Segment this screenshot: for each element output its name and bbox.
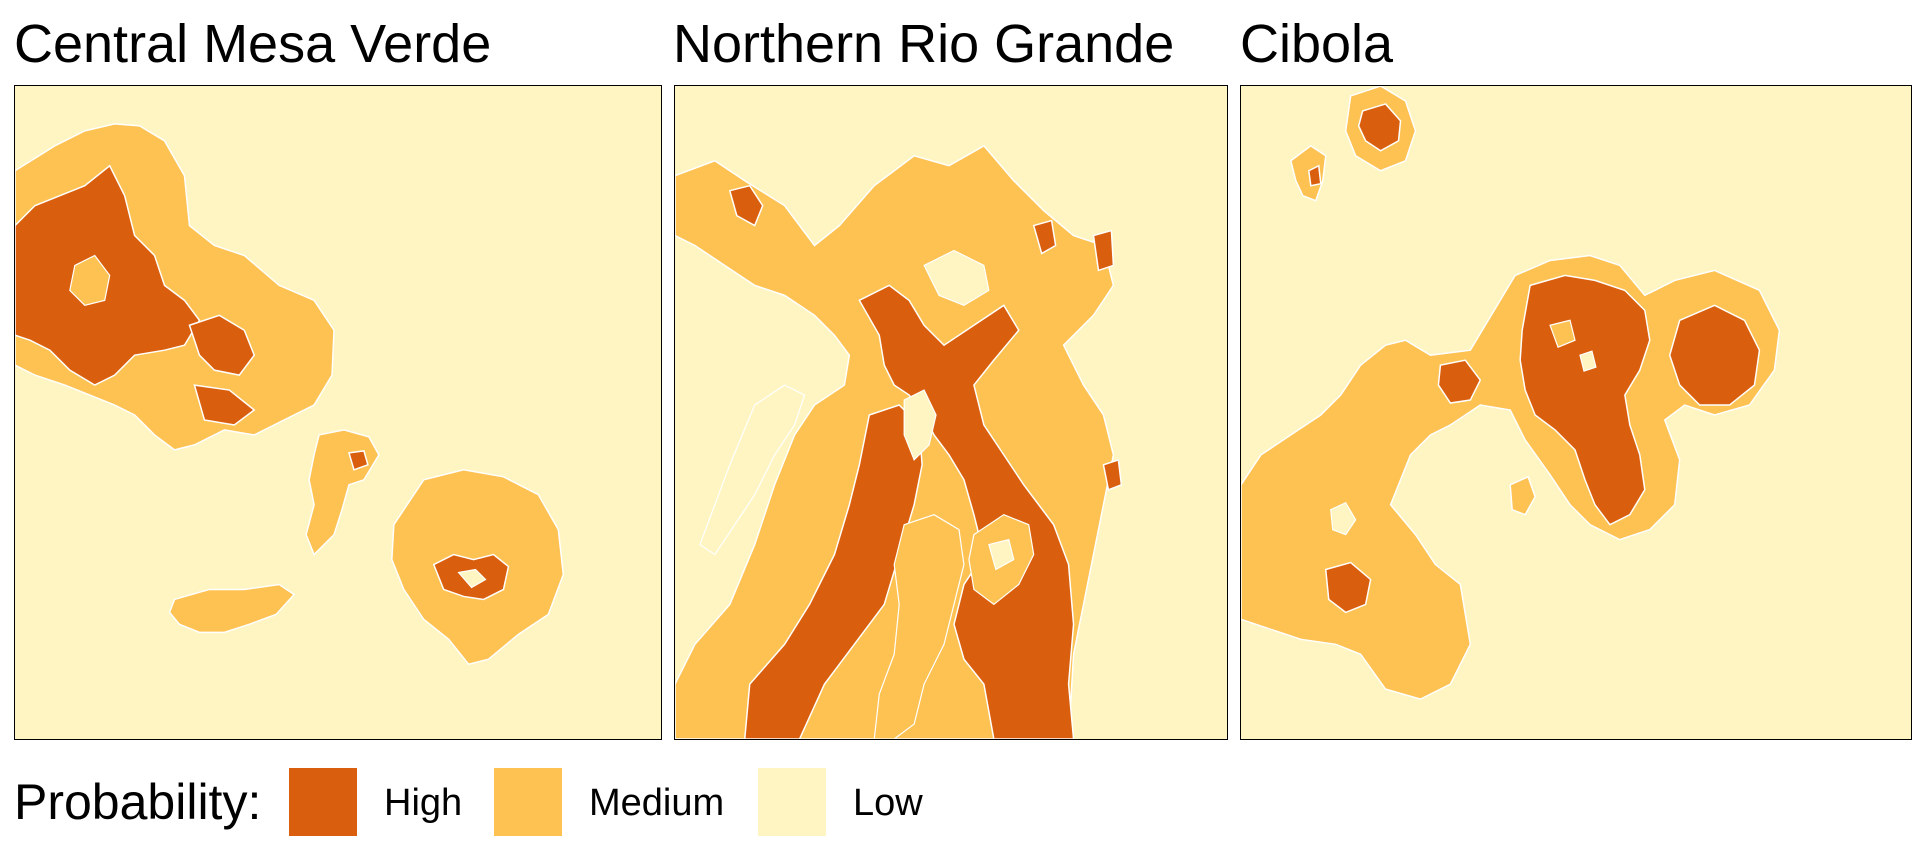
low-probability-zone: [903, 389, 937, 461]
high-probability-zone: [188, 314, 256, 376]
legend-label-medium: Medium: [589, 782, 725, 824]
low-probability-zone: [1330, 501, 1357, 536]
high-probability-zone: [1357, 103, 1402, 152]
high-probability-zone: [1092, 229, 1115, 272]
medium-probability-zone: [1241, 254, 1781, 700]
legend-title: Probability:: [14, 774, 262, 830]
high-probability-zone: [348, 450, 369, 471]
high-probability-zone: [1307, 164, 1322, 187]
legend-swatch-low: [758, 768, 826, 836]
legend-label-low: Low: [853, 782, 923, 824]
map-cibola: [1240, 85, 1912, 740]
medium-probability-zone: [873, 514, 965, 739]
panel-title-central-mesa-verde: Central Mesa Verde: [14, 14, 492, 74]
high-probability-zone: [1519, 274, 1651, 526]
medium-probability-zone: [168, 583, 296, 634]
high-probability-zone: [1102, 458, 1123, 491]
map-central-mesa-verde-canvas: [15, 86, 661, 739]
high-probability-zone: [728, 184, 764, 227]
high-probability-zone: [1032, 219, 1057, 255]
map-central-mesa-verde: [14, 85, 662, 740]
map-northern-rio-grande-canvas: [675, 86, 1227, 739]
map-northern-rio-grande: [674, 85, 1228, 740]
low-probability-zone: [988, 538, 1015, 571]
panel-title-northern-rio-grande: Northern Rio Grande: [673, 14, 1175, 74]
legend-label-high: High: [384, 782, 463, 824]
high-probability-zone: [1437, 359, 1482, 404]
map-cibola-canvas: [1241, 86, 1911, 739]
high-probability-zone: [193, 384, 256, 426]
high-probability-zone: [1668, 304, 1761, 406]
low-probability-zone: [699, 384, 806, 556]
low-probability-zone: [923, 249, 990, 306]
medium-probability-zone: [1549, 319, 1576, 348]
medium-probability-zone: [1290, 144, 1327, 202]
medium-probability-zone: [1509, 475, 1536, 516]
panel-title-cibola: Cibola: [1240, 14, 1394, 74]
low-probability-zone: [457, 568, 487, 589]
legend-swatch-medium: [494, 768, 562, 836]
legend-swatch-high: [289, 768, 357, 836]
medium-probability-zone: [69, 254, 111, 306]
high-probability-zone: [1324, 561, 1372, 614]
high-probability-zone: [743, 404, 923, 739]
low-probability-zone: [1579, 350, 1597, 372]
